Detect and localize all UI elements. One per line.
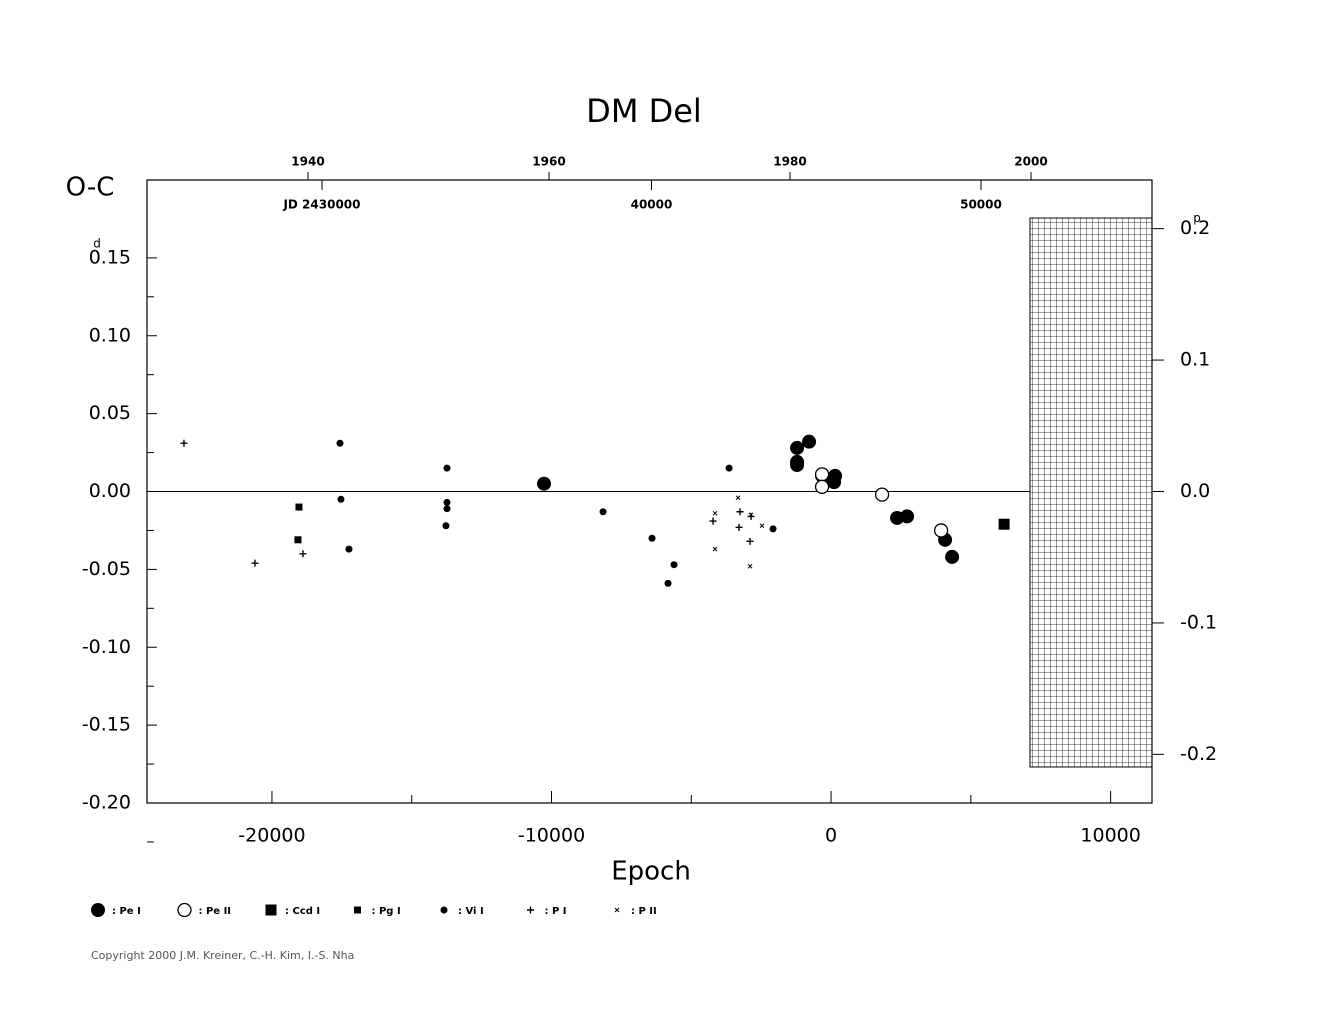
y-tick-label: 0.05	[89, 402, 131, 424]
point	[443, 464, 451, 472]
point	[537, 476, 552, 491]
point	[345, 545, 353, 553]
point	[814, 479, 830, 494]
jd-tick-label: 50000	[960, 198, 1002, 212]
legend-label: : Pe II	[199, 906, 232, 917]
point	[735, 523, 743, 531]
point	[670, 561, 678, 569]
y-unit: d	[93, 236, 101, 250]
point	[945, 549, 960, 564]
point	[299, 550, 307, 558]
copyright: Copyright 2000 J.M. Kreiner, C.-H. Kim, …	[91, 949, 354, 962]
y-tick-label: 0.15	[89, 246, 131, 268]
point	[736, 508, 744, 516]
y-tick-label: 0.00	[89, 480, 131, 502]
point	[251, 559, 259, 567]
legend-label: : Ccd I	[285, 906, 320, 917]
point	[747, 563, 753, 569]
point	[648, 534, 656, 542]
point	[599, 508, 607, 516]
hatched-region	[1029, 217, 1153, 768]
year-tick-label: 1960	[532, 155, 565, 169]
legend-marker	[265, 904, 277, 916]
legend-label: : P I	[545, 906, 567, 917]
y2-unit: p	[1193, 211, 1201, 225]
point	[442, 522, 450, 530]
point	[814, 467, 830, 482]
legend-marker	[354, 906, 361, 914]
point	[790, 458, 805, 473]
point	[294, 536, 302, 544]
point	[735, 495, 741, 501]
point	[900, 509, 915, 524]
point	[759, 523, 765, 529]
point	[443, 498, 451, 506]
point	[443, 505, 451, 513]
point	[874, 487, 890, 502]
point	[748, 512, 754, 518]
point	[747, 512, 755, 520]
y2-tick-label: -0.2	[1180, 743, 1217, 765]
y-tick-label: 0.10	[89, 324, 131, 346]
year-tick-label: 1940	[291, 155, 324, 169]
point	[180, 439, 188, 447]
y-tick-label: -0.15	[82, 714, 131, 736]
x-tick-label: 0	[825, 825, 837, 847]
point	[709, 517, 717, 525]
y2-tick-label: 0.1	[1180, 349, 1210, 371]
legend-marker	[614, 907, 620, 913]
legend-marker	[177, 902, 192, 918]
y-tick-label: -0.05	[82, 558, 131, 580]
point	[712, 546, 718, 552]
point	[337, 495, 345, 503]
x-tick-label: 10000	[1080, 825, 1140, 847]
year-tick-label: 1980	[773, 155, 806, 169]
point	[712, 510, 718, 516]
point	[295, 503, 303, 511]
y2-tick-label: 0.0	[1180, 480, 1210, 502]
year-tick-label: 2000	[1014, 155, 1047, 169]
x-tick-label: -20000	[238, 825, 305, 847]
point	[933, 523, 949, 538]
point	[790, 440, 805, 455]
legend-marker	[440, 906, 448, 914]
chart-title: DM Del	[586, 92, 702, 130]
point	[336, 439, 344, 447]
legend-label: : P II	[631, 906, 657, 917]
legend-marker	[527, 906, 534, 914]
y-tick-label: -0.10	[82, 636, 131, 658]
legend-label: : Pg I	[372, 906, 401, 917]
y-axis-label: O-C	[66, 173, 115, 203]
jd-tick-label: JD 2430000	[282, 198, 360, 212]
legend-marker	[91, 903, 105, 917]
point	[998, 518, 1010, 530]
point	[746, 537, 754, 545]
legend-label: : Pe I	[112, 906, 141, 917]
point	[802, 434, 817, 449]
x-axis-label: Epoch	[611, 857, 691, 887]
y2-tick-label: -0.1	[1180, 611, 1217, 633]
x-tick-label: -10000	[518, 825, 585, 847]
y2-tick-label: 0.2	[1180, 217, 1210, 239]
point	[725, 464, 733, 472]
point	[769, 525, 777, 533]
legend-label: : Vi I	[458, 906, 484, 917]
point	[827, 475, 842, 490]
point	[664, 579, 672, 587]
jd-tick-label: 40000	[631, 198, 673, 212]
y-tick-label: -0.20	[82, 792, 131, 814]
